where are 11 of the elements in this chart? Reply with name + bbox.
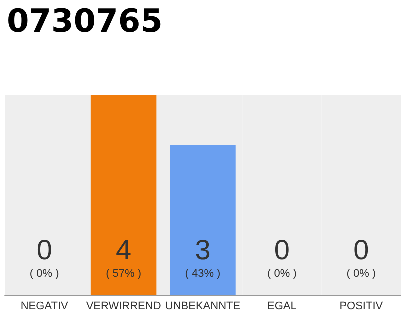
data-label: 0 ( 0% ) [268,234,297,280]
x-tick-label: POSITIV [340,300,384,312]
data-label: 0 ( 0% ) [30,234,60,280]
x-tick-label: EGAL [268,300,297,312]
data-label: 3 ( 43% ) [185,234,221,280]
data-label: 4 ( 57% ) [106,234,142,280]
x-tick-label: UNBEKANNTE [165,300,241,312]
chart-title: 0730765 [7,2,163,40]
x-tick-label: VERWIRREND [86,300,162,312]
x-tick-label: NEGATIV [20,300,69,312]
data-label: 0 ( 0% ) [346,234,376,280]
